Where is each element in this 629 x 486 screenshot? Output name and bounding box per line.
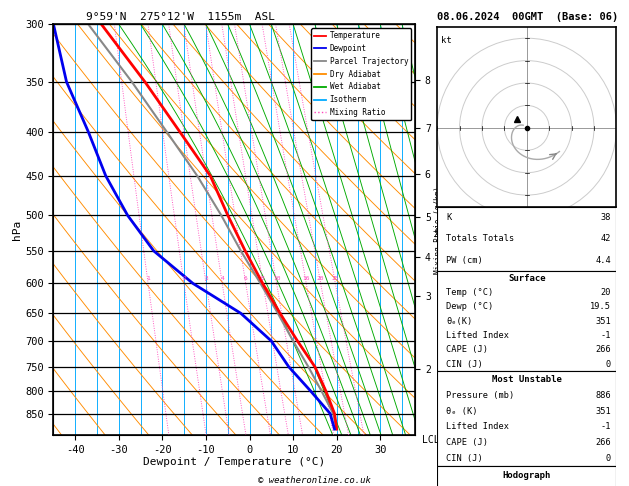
Text: Mixing Ratio (g/kg): Mixing Ratio (g/kg): [434, 186, 443, 274]
Title: 9°59'N  275°12'W  1155m  ASL: 9°59'N 275°12'W 1155m ASL: [86, 12, 274, 22]
Bar: [437, 371, 616, 467]
Text: 351: 351: [595, 316, 611, 326]
Text: CIN (J): CIN (J): [446, 360, 483, 369]
Text: Totals Totals: Totals Totals: [446, 234, 515, 243]
Text: © weatheronline.co.uk: © weatheronline.co.uk: [258, 476, 371, 485]
Text: θₑ(K): θₑ(K): [446, 316, 472, 326]
Y-axis label: hPa: hPa: [12, 220, 22, 240]
Text: 4.4: 4.4: [595, 256, 611, 264]
Text: 886: 886: [595, 391, 611, 399]
Text: Lifted Index: Lifted Index: [446, 422, 509, 432]
Text: 0: 0: [606, 360, 611, 369]
Text: kt: kt: [441, 36, 452, 45]
Text: CIN (J): CIN (J): [446, 454, 483, 463]
Text: 16: 16: [303, 277, 310, 281]
Text: LCL: LCL: [422, 435, 440, 445]
Text: 42: 42: [601, 234, 611, 243]
Text: K: K: [446, 213, 452, 222]
Text: 266: 266: [595, 346, 611, 354]
Legend: Temperature, Dewpoint, Parcel Trajectory, Dry Adiabat, Wet Adiabat, Isotherm, Mi: Temperature, Dewpoint, Parcel Trajectory…: [311, 28, 411, 120]
Bar: [437, 467, 616, 486]
Text: 38: 38: [601, 213, 611, 222]
X-axis label: Dewpoint / Temperature (°C): Dewpoint / Temperature (°C): [143, 457, 325, 468]
Text: 266: 266: [595, 438, 611, 447]
Text: Surface: Surface: [508, 274, 545, 282]
Text: 08.06.2024  00GMT  (Base: 06): 08.06.2024 00GMT (Base: 06): [437, 12, 618, 22]
Text: θₑ (K): θₑ (K): [446, 406, 477, 416]
Text: Lifted Index: Lifted Index: [446, 331, 509, 340]
Text: Pressure (mb): Pressure (mb): [446, 391, 515, 399]
Text: 20: 20: [317, 277, 325, 281]
Text: 351: 351: [595, 406, 611, 416]
Text: 4: 4: [220, 277, 224, 281]
Text: 6: 6: [244, 277, 248, 281]
Y-axis label: km
ASL: km ASL: [433, 221, 455, 239]
Text: 10: 10: [273, 277, 281, 281]
Text: 3: 3: [204, 277, 208, 281]
Text: -1: -1: [601, 422, 611, 432]
Text: 20: 20: [601, 288, 611, 297]
Text: 25: 25: [331, 277, 339, 281]
Text: CAPE (J): CAPE (J): [446, 438, 488, 447]
Text: 19.5: 19.5: [590, 302, 611, 311]
Text: 8: 8: [261, 277, 265, 281]
Text: 0: 0: [606, 454, 611, 463]
Text: 1: 1: [146, 277, 150, 281]
Bar: [437, 207, 616, 271]
Text: Hodograph: Hodograph: [503, 471, 551, 481]
Text: PW (cm): PW (cm): [446, 256, 483, 264]
Text: Most Unstable: Most Unstable: [492, 375, 562, 384]
Text: -1: -1: [601, 331, 611, 340]
Bar: [437, 271, 616, 371]
Text: 2: 2: [182, 277, 186, 281]
Text: CAPE (J): CAPE (J): [446, 346, 488, 354]
Text: Temp (°C): Temp (°C): [446, 288, 493, 297]
Text: Dewp (°C): Dewp (°C): [446, 302, 493, 311]
